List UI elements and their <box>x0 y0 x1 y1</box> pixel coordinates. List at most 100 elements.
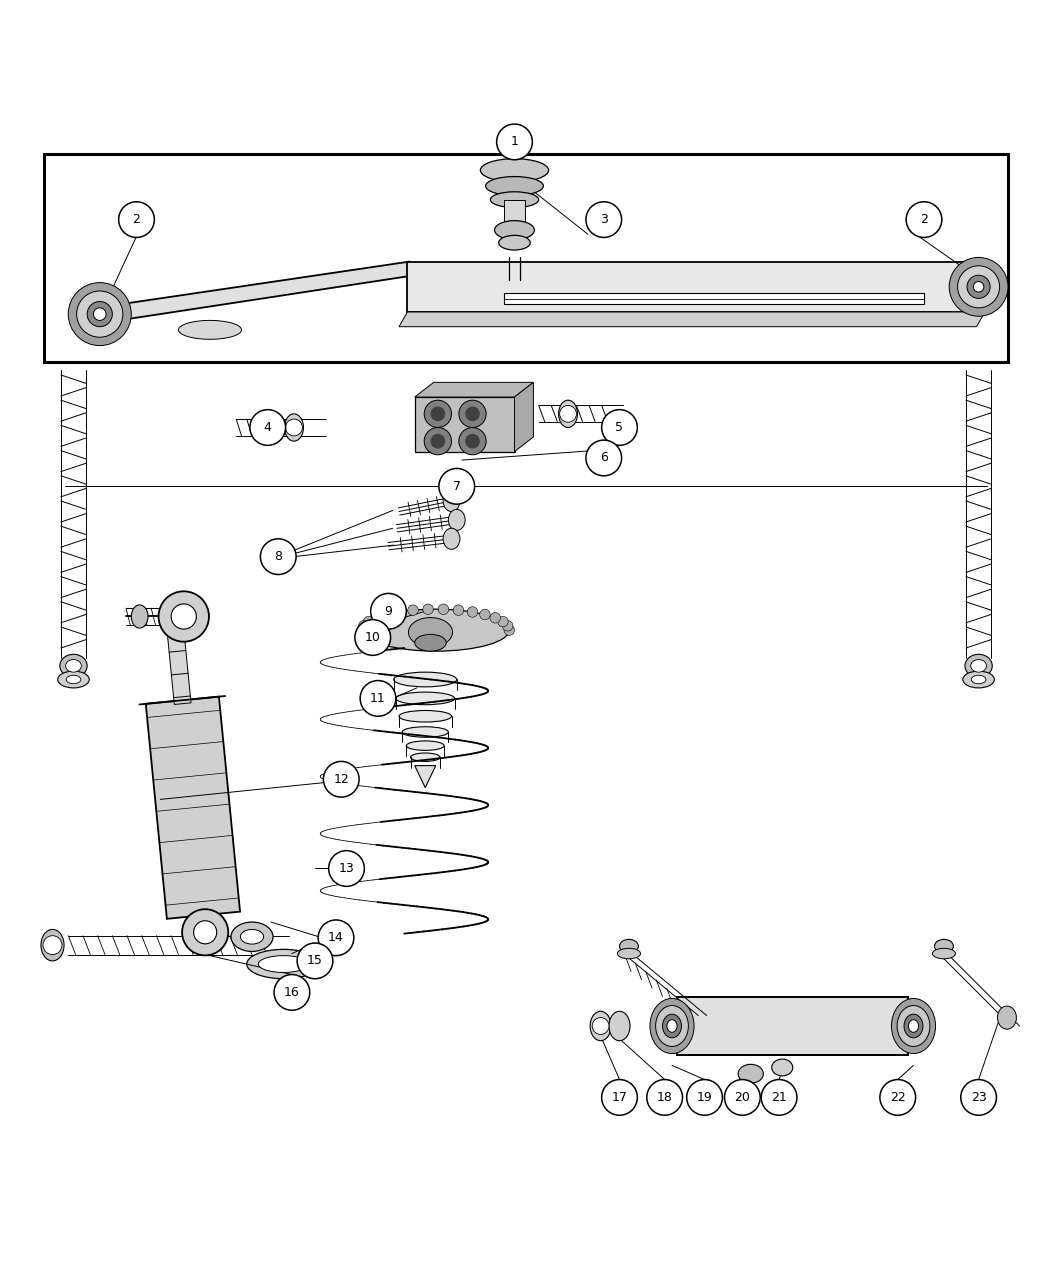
Ellipse shape <box>904 1014 923 1038</box>
Circle shape <box>490 612 501 623</box>
Circle shape <box>371 612 381 623</box>
Circle shape <box>68 283 131 346</box>
Text: 9: 9 <box>384 604 393 618</box>
Text: 12: 12 <box>334 773 349 785</box>
Circle shape <box>906 201 942 237</box>
Circle shape <box>359 621 370 631</box>
Circle shape <box>171 604 196 629</box>
Circle shape <box>329 850 364 886</box>
Ellipse shape <box>41 929 64 961</box>
Ellipse shape <box>609 1011 630 1040</box>
Ellipse shape <box>499 236 530 250</box>
Circle shape <box>182 909 228 955</box>
Ellipse shape <box>443 491 460 511</box>
Ellipse shape <box>131 604 148 629</box>
Ellipse shape <box>231 922 273 951</box>
Circle shape <box>880 1080 916 1116</box>
Ellipse shape <box>66 676 81 683</box>
Ellipse shape <box>402 727 448 737</box>
Circle shape <box>602 1080 637 1116</box>
Circle shape <box>423 604 434 615</box>
Circle shape <box>360 681 396 717</box>
Text: 4: 4 <box>264 421 272 434</box>
Ellipse shape <box>399 710 452 722</box>
Circle shape <box>504 625 514 635</box>
Ellipse shape <box>481 158 548 182</box>
Bar <box>677 997 908 1054</box>
Text: 3: 3 <box>600 213 608 226</box>
Text: 19: 19 <box>697 1091 713 1104</box>
Circle shape <box>381 609 392 620</box>
Polygon shape <box>407 261 985 312</box>
Text: 2: 2 <box>920 213 928 226</box>
Circle shape <box>438 604 448 615</box>
Circle shape <box>459 400 486 427</box>
Circle shape <box>592 1017 609 1034</box>
Text: 8: 8 <box>274 550 282 564</box>
Circle shape <box>961 1080 996 1116</box>
Ellipse shape <box>495 221 534 240</box>
Ellipse shape <box>971 676 986 683</box>
Circle shape <box>761 1080 797 1116</box>
Ellipse shape <box>897 1006 930 1047</box>
Circle shape <box>371 593 406 629</box>
Circle shape <box>424 427 452 455</box>
Circle shape <box>454 604 464 616</box>
Circle shape <box>323 761 359 797</box>
Text: 18: 18 <box>656 1091 673 1104</box>
Polygon shape <box>415 765 436 788</box>
Circle shape <box>973 282 984 292</box>
Circle shape <box>77 291 123 337</box>
Text: 20: 20 <box>734 1091 751 1104</box>
Circle shape <box>498 616 508 627</box>
Ellipse shape <box>415 635 446 652</box>
Ellipse shape <box>65 659 82 672</box>
Ellipse shape <box>394 672 457 687</box>
Circle shape <box>286 419 302 436</box>
Circle shape <box>502 621 512 631</box>
Ellipse shape <box>285 414 303 441</box>
Circle shape <box>357 625 367 635</box>
Circle shape <box>318 921 354 956</box>
Circle shape <box>119 201 154 237</box>
Circle shape <box>250 409 286 445</box>
Text: 7: 7 <box>453 479 461 493</box>
Bar <box>44 154 1008 362</box>
Circle shape <box>480 609 490 620</box>
Ellipse shape <box>590 1011 611 1040</box>
Ellipse shape <box>970 659 987 672</box>
Text: 6: 6 <box>600 451 608 464</box>
Bar <box>415 397 514 451</box>
Circle shape <box>465 434 480 449</box>
Ellipse shape <box>443 528 460 550</box>
Ellipse shape <box>247 950 320 979</box>
Ellipse shape <box>738 1065 763 1084</box>
Ellipse shape <box>411 754 440 761</box>
Circle shape <box>459 427 486 455</box>
Ellipse shape <box>559 400 578 427</box>
Text: 2: 2 <box>132 213 141 226</box>
Text: 17: 17 <box>611 1091 628 1104</box>
Text: 21: 21 <box>771 1091 788 1104</box>
Circle shape <box>602 409 637 445</box>
Ellipse shape <box>448 510 465 530</box>
Circle shape <box>687 1080 722 1116</box>
Circle shape <box>647 1080 682 1116</box>
Circle shape <box>363 616 374 627</box>
Ellipse shape <box>485 176 544 195</box>
Circle shape <box>159 592 209 641</box>
Circle shape <box>958 265 1000 307</box>
Text: 14: 14 <box>328 931 344 945</box>
Ellipse shape <box>965 654 992 677</box>
Bar <box>504 293 924 303</box>
Ellipse shape <box>772 1060 793 1076</box>
Polygon shape <box>514 382 533 451</box>
Text: 13: 13 <box>338 862 355 875</box>
Circle shape <box>430 434 445 449</box>
Ellipse shape <box>934 940 953 952</box>
Ellipse shape <box>406 741 444 751</box>
Circle shape <box>560 405 576 422</box>
Ellipse shape <box>362 609 509 652</box>
Circle shape <box>465 407 480 421</box>
Circle shape <box>355 620 391 655</box>
